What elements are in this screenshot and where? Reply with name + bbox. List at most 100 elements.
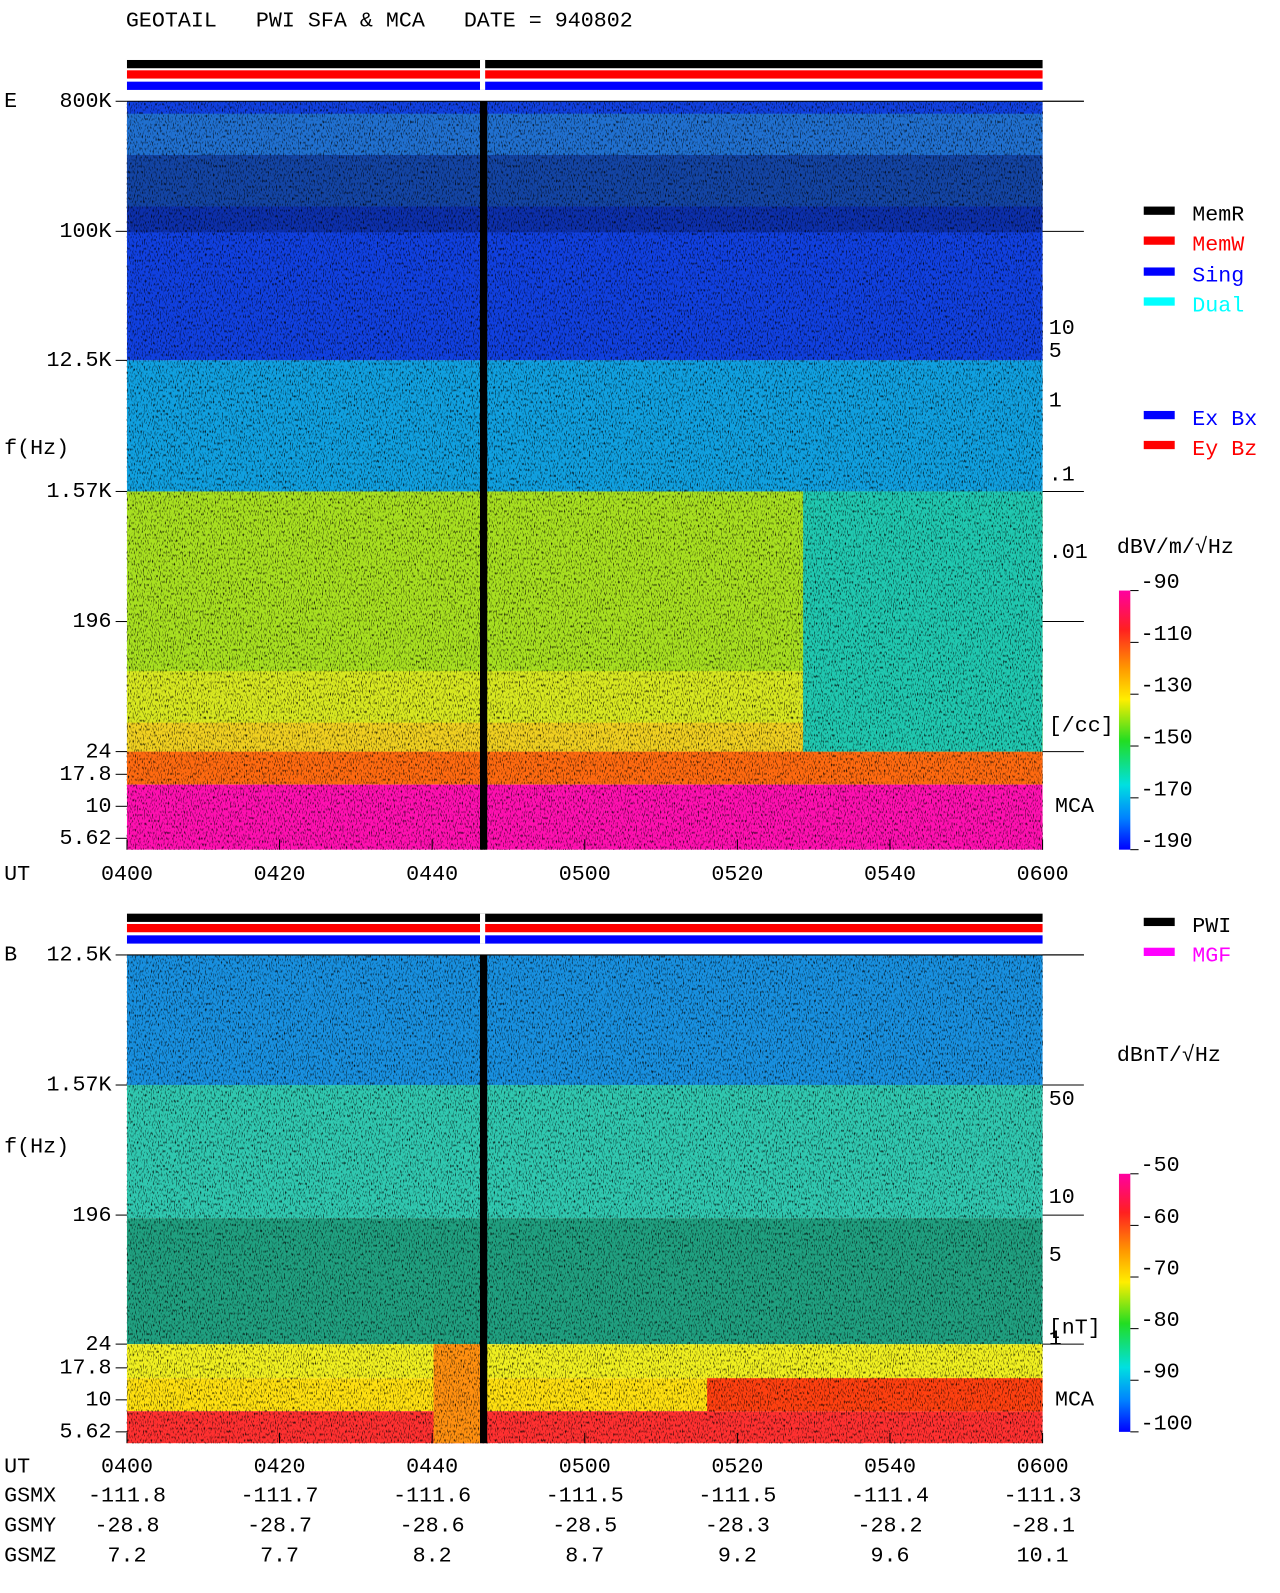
colorbar-unit: dBV/m/√Hz	[1117, 535, 1234, 560]
status-gap	[480, 59, 486, 90]
y-tick-label: 100K	[59, 219, 111, 244]
orbit-value: -111.5	[698, 1484, 776, 1509]
y-tick-label: 17.8	[59, 762, 111, 787]
x-tick-label: 0500	[559, 862, 611, 887]
status-bar	[126, 923, 1043, 933]
status-gap	[480, 913, 486, 944]
legend-label: PWI	[1192, 914, 1231, 939]
legend-label: Ey Bz	[1192, 437, 1257, 462]
legend-label: MGF	[1192, 944, 1231, 969]
orbit-row-label: GSMZ	[4, 1543, 56, 1568]
status-bar	[126, 913, 1043, 922]
colorbar-tick-label: -90	[1141, 1360, 1180, 1385]
legend-label: MemR	[1192, 203, 1244, 228]
x-tick-label: 0600	[1017, 862, 1069, 887]
y-tick-label: 10	[85, 794, 111, 819]
density-label: 5	[1049, 1243, 1062, 1268]
orbit-value: -111.4	[851, 1484, 929, 1509]
y-tick-label: 5.62	[59, 826, 111, 851]
x-tick-label: 0520	[711, 862, 763, 887]
density-label: [/cc]	[1049, 714, 1114, 739]
legend-swatch	[1143, 947, 1175, 956]
panel-label: E	[4, 89, 17, 114]
orbit-value: -28.5	[552, 1514, 617, 1539]
legend-swatch	[1143, 440, 1175, 450]
x-tick-label: 0540	[864, 862, 916, 887]
colorbar-tick-label: -50	[1141, 1153, 1180, 1178]
orbit-value: 10.1	[1017, 1543, 1069, 1568]
colorbar-tick-label: -80	[1141, 1308, 1180, 1333]
orbit-value: 9.2	[718, 1543, 757, 1568]
x-axis-label: UT	[4, 1455, 30, 1480]
density-label: 50	[1049, 1087, 1075, 1112]
density-label: .01	[1049, 540, 1088, 565]
colorbar-tick-label: -170	[1141, 777, 1193, 802]
y-tick-label: 24	[85, 739, 111, 764]
y-axis-label: f(Hz)	[4, 436, 69, 461]
orbit-value: 9.6	[870, 1543, 909, 1568]
legend-swatch	[1143, 297, 1175, 306]
density-label: 1	[1049, 388, 1062, 413]
x-tick-label: 0600	[1017, 1455, 1069, 1480]
status-bar	[126, 59, 1043, 69]
density-label: 1	[1049, 1327, 1062, 1352]
legend-swatch	[1143, 410, 1175, 420]
x-tick-label: 0440	[406, 862, 458, 887]
colorbar-tick-label: -130	[1141, 674, 1193, 699]
y-axis-label: f(Hz)	[4, 1135, 69, 1160]
status-bar	[126, 81, 1043, 90]
colorbar-tick-label: -90	[1141, 570, 1180, 595]
status-bar	[126, 935, 1043, 944]
orbit-row-label: GSMX	[4, 1484, 56, 1509]
x-tick-label: 0400	[101, 862, 153, 887]
data-gap	[480, 101, 488, 850]
y-tick-label: 5.62	[59, 1420, 111, 1445]
colorbar-tick-label: -70	[1141, 1256, 1180, 1281]
y-tick-label: 196	[72, 609, 111, 634]
density-label: .1	[1049, 463, 1075, 488]
legend-label: Sing	[1192, 263, 1244, 288]
y-tick-label: 1.57K	[46, 1073, 111, 1098]
density-label: 5	[1049, 339, 1062, 364]
legend-label: MemW	[1192, 232, 1244, 257]
y-tick-label: 24	[85, 1332, 111, 1357]
mca-label: MCA	[1055, 794, 1094, 819]
x-tick-label: 0520	[711, 1455, 763, 1480]
orbit-value: -28.6	[400, 1514, 465, 1539]
y-tick-label: 1.57K	[46, 479, 111, 504]
title: GEOTAIL PWI SFA & MCA DATE = 940802	[126, 8, 633, 33]
legend-swatch	[1143, 206, 1175, 215]
orbit-value: -111.3	[1004, 1484, 1082, 1509]
colorbar-unit: dBnT/√Hz	[1117, 1043, 1221, 1068]
y-tick-label: 12.5K	[46, 348, 111, 373]
spectrum-texture	[126, 101, 1043, 850]
x-tick-label: 0500	[559, 1455, 611, 1480]
x-axis-label: UT	[4, 862, 30, 887]
colorbar	[1118, 1173, 1131, 1432]
y-tick-label: 800K	[59, 89, 111, 114]
density-label: 10	[1049, 1185, 1075, 1210]
orbit-value: -111.5	[546, 1484, 624, 1509]
orbit-value: -28.8	[94, 1514, 159, 1539]
x-tick-label: 0540	[864, 1455, 916, 1480]
spectrum-texture	[126, 954, 1043, 1444]
x-tick-label: 0400	[101, 1455, 153, 1480]
orbit-row-label: GSMY	[4, 1514, 56, 1539]
x-tick-label: 0440	[406, 1455, 458, 1480]
legend-label: Ex Bx	[1192, 407, 1257, 432]
x-tick-label: 0420	[254, 862, 306, 887]
colorbar	[1118, 590, 1131, 850]
y-tick-label: 12.5K	[46, 943, 111, 968]
orbit-value: -28.3	[705, 1514, 770, 1539]
y-tick-label: 17.8	[59, 1356, 111, 1381]
density-label: 10	[1049, 316, 1075, 341]
orbit-value: 8.7	[565, 1543, 604, 1568]
orbit-value: -28.7	[247, 1514, 312, 1539]
orbit-value: -28.1	[1010, 1514, 1075, 1539]
y-tick-label: 10	[85, 1388, 111, 1413]
orbit-value: -111.8	[88, 1484, 166, 1509]
orbit-value: 7.7	[260, 1543, 299, 1568]
y-tick-label: 196	[72, 1203, 111, 1228]
